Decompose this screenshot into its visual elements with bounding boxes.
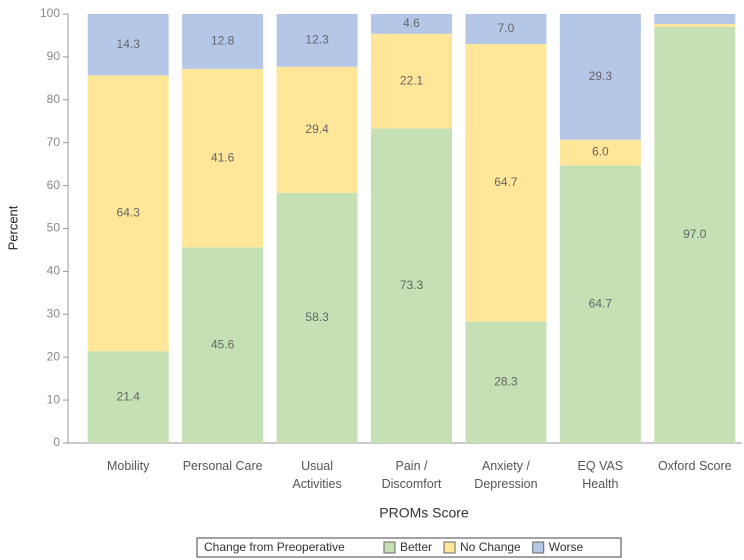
y-tick-label: 90 [47, 49, 61, 63]
bar-segment [559, 139, 641, 166]
bar-segment [182, 247, 264, 443]
bar-segment [559, 14, 641, 140]
value-label: 41.6 [211, 150, 235, 164]
bar-segment [465, 321, 547, 443]
y-tick-label: 50 [47, 221, 61, 235]
value-label: 12.3 [305, 33, 329, 47]
legend-swatch [443, 541, 456, 554]
value-label: 21.4 [117, 389, 141, 403]
legend-label: Worse [549, 540, 584, 554]
value-label: 97.0 [683, 227, 707, 241]
bar-segment [654, 23, 736, 27]
value-label: 4.6 [403, 16, 420, 30]
x-tick-label: Pain / Discomfort [381, 459, 442, 491]
bar-segment [465, 14, 547, 45]
bar-segment [276, 192, 358, 443]
x-tick-label: EQ VAS Health [577, 459, 624, 491]
bar-segment [559, 165, 641, 443]
value-label: 45.6 [211, 337, 235, 351]
x-tick-label: Personal Care [182, 459, 263, 473]
value-label: 64.7 [494, 175, 518, 189]
bar-segment [276, 66, 358, 193]
y-tick-label: 40 [47, 264, 61, 278]
legend-swatch [383, 541, 396, 554]
legend-box [196, 537, 622, 558]
value-label: 73.3 [400, 278, 424, 292]
legend-label: No Change [460, 540, 521, 554]
value-label: 22.1 [400, 73, 424, 87]
bar-segment [182, 68, 264, 248]
bar-segment [87, 14, 169, 76]
bar-segment [371, 128, 452, 443]
x-tick-label: Oxford Score [657, 459, 732, 473]
y-tick-label: 10 [47, 392, 61, 406]
y-tick-label: 70 [47, 135, 61, 149]
value-label: 12.8 [211, 34, 235, 48]
value-label: 64.3 [117, 205, 141, 219]
bar-segment [654, 26, 736, 444]
value-label: 64.7 [589, 296, 613, 310]
legend-swatch [532, 541, 545, 554]
y-tick-label: 100 [40, 6, 60, 20]
y-axis-label: Percent [5, 205, 20, 250]
bar-segment [371, 33, 452, 129]
x-tick-label: Mobility [107, 459, 150, 473]
value-label: 29.3 [589, 69, 613, 83]
bar-segment [182, 14, 264, 69]
bar-segment [465, 44, 547, 322]
value-label: 58.3 [305, 310, 329, 324]
y-tick-label: 20 [47, 349, 61, 363]
bar-segment [87, 75, 169, 352]
y-tick-label: 0 [53, 435, 60, 449]
bar-segment [654, 14, 736, 24]
y-tick-label: 60 [47, 178, 61, 192]
x-tick-label: Anxiety / Depression [474, 459, 538, 491]
y-tick-label: 30 [47, 306, 61, 320]
value-label: 6.0 [592, 145, 609, 159]
legend-title: Change from Preoperative [204, 540, 345, 554]
x-tick-label: Usual Activities [292, 459, 342, 491]
value-label: 28.3 [494, 374, 518, 388]
x-axis-label: PROMs Score [379, 505, 469, 521]
value-label: 14.3 [117, 37, 141, 51]
value-label: 7.0 [498, 21, 515, 35]
legend-label: Better [400, 540, 432, 554]
bar-segment [371, 14, 452, 34]
bar-segment [87, 351, 169, 443]
bar-segment [276, 14, 358, 67]
value-label: 29.4 [305, 122, 329, 136]
y-tick-label: 80 [47, 92, 61, 106]
